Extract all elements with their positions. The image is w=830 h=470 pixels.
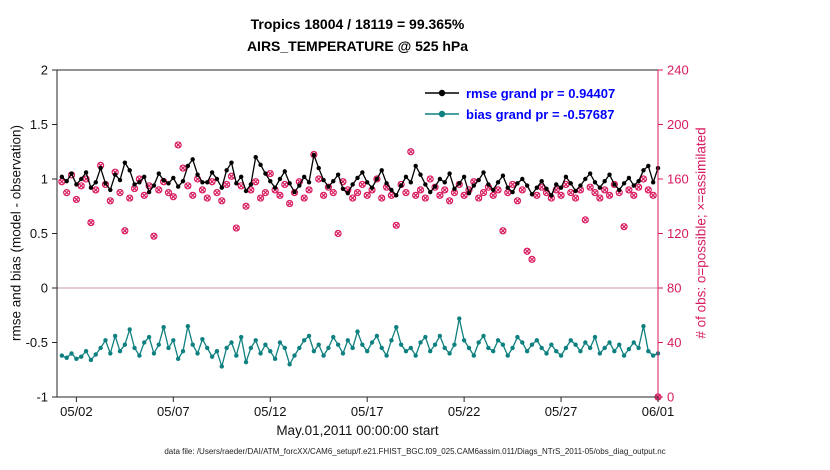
data-file-caption: data file: /Users/raeder/DAI/ATM_forcXX/… (164, 447, 666, 456)
svg-text:80: 80 (667, 281, 681, 296)
legend-label-bias: bias grand pr = -0.57687 (466, 106, 615, 122)
axes: 05/02 05/07 05/12 05/17 05/22 05/27 06/01 -1 -0.… (26, 63, 689, 420)
bias-line-marker-icon (425, 110, 459, 118)
svg-text:1: 1 (41, 172, 48, 187)
chart-title-line2: AIRS_TEMPERATURE @ 525 hPa (246, 38, 469, 54)
svg-text:-1: -1 (36, 390, 48, 405)
y-axis-right-label: # of obs: o=possible; ×=assimilated (693, 127, 709, 339)
svg-text:240: 240 (667, 63, 689, 78)
svg-text:-0.5: -0.5 (26, 335, 48, 350)
svg-text:0.5: 0.5 (30, 226, 48, 241)
legend: rmse grand pr = 0.94407 bias grand pr = … (424, 84, 615, 123)
svg-text:06/01: 06/01 (642, 404, 675, 419)
chart-title-line1: Tropics 18004 / 18119 = 99.365% (250, 16, 465, 32)
y-axis-left-label: rmse and bias (model - observation) (8, 124, 24, 342)
svg-text:0: 0 (667, 390, 674, 405)
svg-text:05/27: 05/27 (545, 404, 578, 419)
svg-text:2: 2 (41, 63, 48, 78)
legend-entry-rmse: rmse grand pr = 0.94407 (424, 84, 615, 102)
obs-markers (58, 141, 662, 401)
svg-text:05/07: 05/07 (157, 404, 190, 419)
svg-text:05/22: 05/22 (448, 404, 481, 419)
svg-text:05/12: 05/12 (254, 404, 287, 419)
legend-entry-bias: bias grand pr = -0.57687 (424, 105, 615, 123)
bias-series (59, 316, 661, 369)
svg-text:200: 200 (667, 117, 689, 132)
x-axis-label: May.01,2011 00:00:00 start (276, 423, 439, 438)
svg-text:1.5: 1.5 (30, 117, 48, 132)
svg-text:40: 40 (667, 335, 681, 350)
rmse-series (59, 152, 661, 198)
rmse-line-marker-icon (425, 89, 459, 97)
legend-label-rmse: rmse grand pr = 0.94407 (466, 85, 616, 101)
svg-text:05/17: 05/17 (351, 404, 384, 419)
svg-text:120: 120 (667, 226, 689, 241)
svg-text:160: 160 (667, 172, 689, 187)
svg-text:05/02: 05/02 (60, 404, 93, 419)
svg-text:0: 0 (41, 281, 48, 296)
